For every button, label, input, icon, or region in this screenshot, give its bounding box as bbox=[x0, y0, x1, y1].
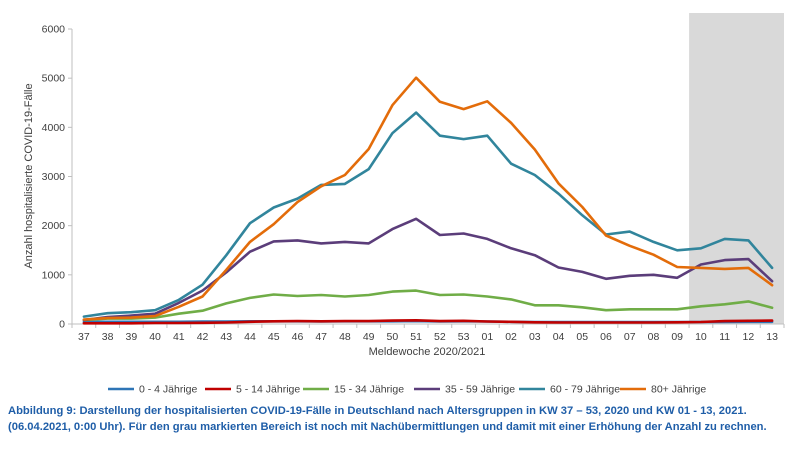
x-tick-label: 05 bbox=[576, 331, 588, 343]
legend-item: 15 - 34 Jährige bbox=[303, 384, 404, 396]
y-tick-label: 0 bbox=[59, 319, 65, 331]
series-line bbox=[82, 217, 774, 322]
x-tick-label: 37 bbox=[78, 331, 90, 343]
x-tick-label: 44 bbox=[244, 331, 256, 343]
x-tick-label: 51 bbox=[410, 331, 422, 343]
y-tick-label: 5000 bbox=[42, 73, 66, 85]
legend-label: 35 - 59 Jährige bbox=[445, 384, 515, 396]
x-tick-label: 46 bbox=[292, 331, 304, 343]
x-tick-label: 53 bbox=[458, 331, 470, 343]
legend-item: 35 - 59 Jährige bbox=[414, 384, 515, 396]
shaded-region bbox=[689, 13, 784, 324]
y-axis-ticks: 0 1000 2000 3000 4000 5000 6000 bbox=[42, 24, 73, 331]
x-tick-label: 08 bbox=[648, 331, 660, 343]
series-line bbox=[82, 289, 774, 322]
x-tick-label: 02 bbox=[505, 331, 517, 343]
legend-label: 80+ Jährige bbox=[651, 384, 706, 396]
legend-label: 5 - 14 Jährige bbox=[236, 384, 300, 396]
x-tick-label: 09 bbox=[671, 331, 683, 343]
x-tick-label: 38 bbox=[102, 331, 114, 343]
series-line bbox=[82, 111, 774, 318]
x-tick-label: 39 bbox=[125, 331, 137, 343]
x-tick-label: 13 bbox=[766, 331, 778, 343]
legend-item: 0 - 4 Jährige bbox=[108, 384, 198, 396]
x-tick-label: 03 bbox=[529, 331, 541, 343]
x-tick-label: 47 bbox=[315, 331, 327, 343]
legend-label: 60 - 79 Jährige bbox=[550, 384, 620, 396]
x-tick-label: 45 bbox=[268, 331, 280, 343]
figure-caption: Abbildung 9: Darstellung der hospitalisi… bbox=[8, 405, 767, 433]
series-line bbox=[82, 76, 774, 321]
x-tick-label: 01 bbox=[481, 331, 493, 343]
legend-label: 15 - 34 Jährige bbox=[334, 384, 404, 396]
x-axis-title: Meldewoche 2020/2021 bbox=[369, 346, 486, 358]
legend-item: 60 - 79 Jährige bbox=[519, 384, 620, 396]
series-lines bbox=[82, 76, 774, 325]
x-tick-label: 48 bbox=[339, 331, 351, 343]
x-tick-label: 11 bbox=[719, 331, 730, 343]
legend-item: 80+ Jährige bbox=[620, 384, 706, 396]
line-chart: 0 1000 2000 3000 4000 5000 6000 37 38 39 40 41 42 43… bbox=[23, 13, 785, 396]
x-tick-label: 49 bbox=[363, 331, 375, 343]
x-tick-label: 06 bbox=[600, 331, 612, 343]
x-tick-label: 12 bbox=[743, 331, 755, 343]
y-tick-label: 6000 bbox=[42, 24, 66, 36]
x-tick-label: 42 bbox=[197, 331, 209, 343]
y-tick-label: 2000 bbox=[42, 220, 66, 232]
x-axis-ticks: 37 38 39 40 41 42 43 44 45 46 47 48 49 50 51 52 53 01 02 03… bbox=[71, 324, 785, 343]
y-axis-title: Anzahl hospitalisierte COVID-19-Fälle bbox=[23, 83, 35, 268]
y-tick-label: 3000 bbox=[42, 171, 66, 183]
x-tick-label: 52 bbox=[434, 331, 446, 343]
x-tick-label: 07 bbox=[624, 331, 636, 343]
legend-label: 0 - 4 Jährige bbox=[139, 384, 198, 396]
legend-item: 5 - 14 Jährige bbox=[205, 384, 300, 396]
series-line bbox=[82, 318, 774, 325]
y-tick-label: 1000 bbox=[42, 269, 66, 281]
x-tick-label: 43 bbox=[220, 331, 232, 343]
x-tick-label: 40 bbox=[149, 331, 161, 343]
x-tick-label: 41 bbox=[173, 331, 185, 343]
x-tick-label: 50 bbox=[387, 331, 399, 343]
x-tick-label: 04 bbox=[553, 331, 565, 343]
y-tick-label: 4000 bbox=[42, 122, 66, 134]
x-tick-label: 10 bbox=[695, 331, 707, 343]
legend: 0 - 4 Jährige 5 - 14 Jährige 15 - 34 Jähri… bbox=[108, 384, 706, 396]
